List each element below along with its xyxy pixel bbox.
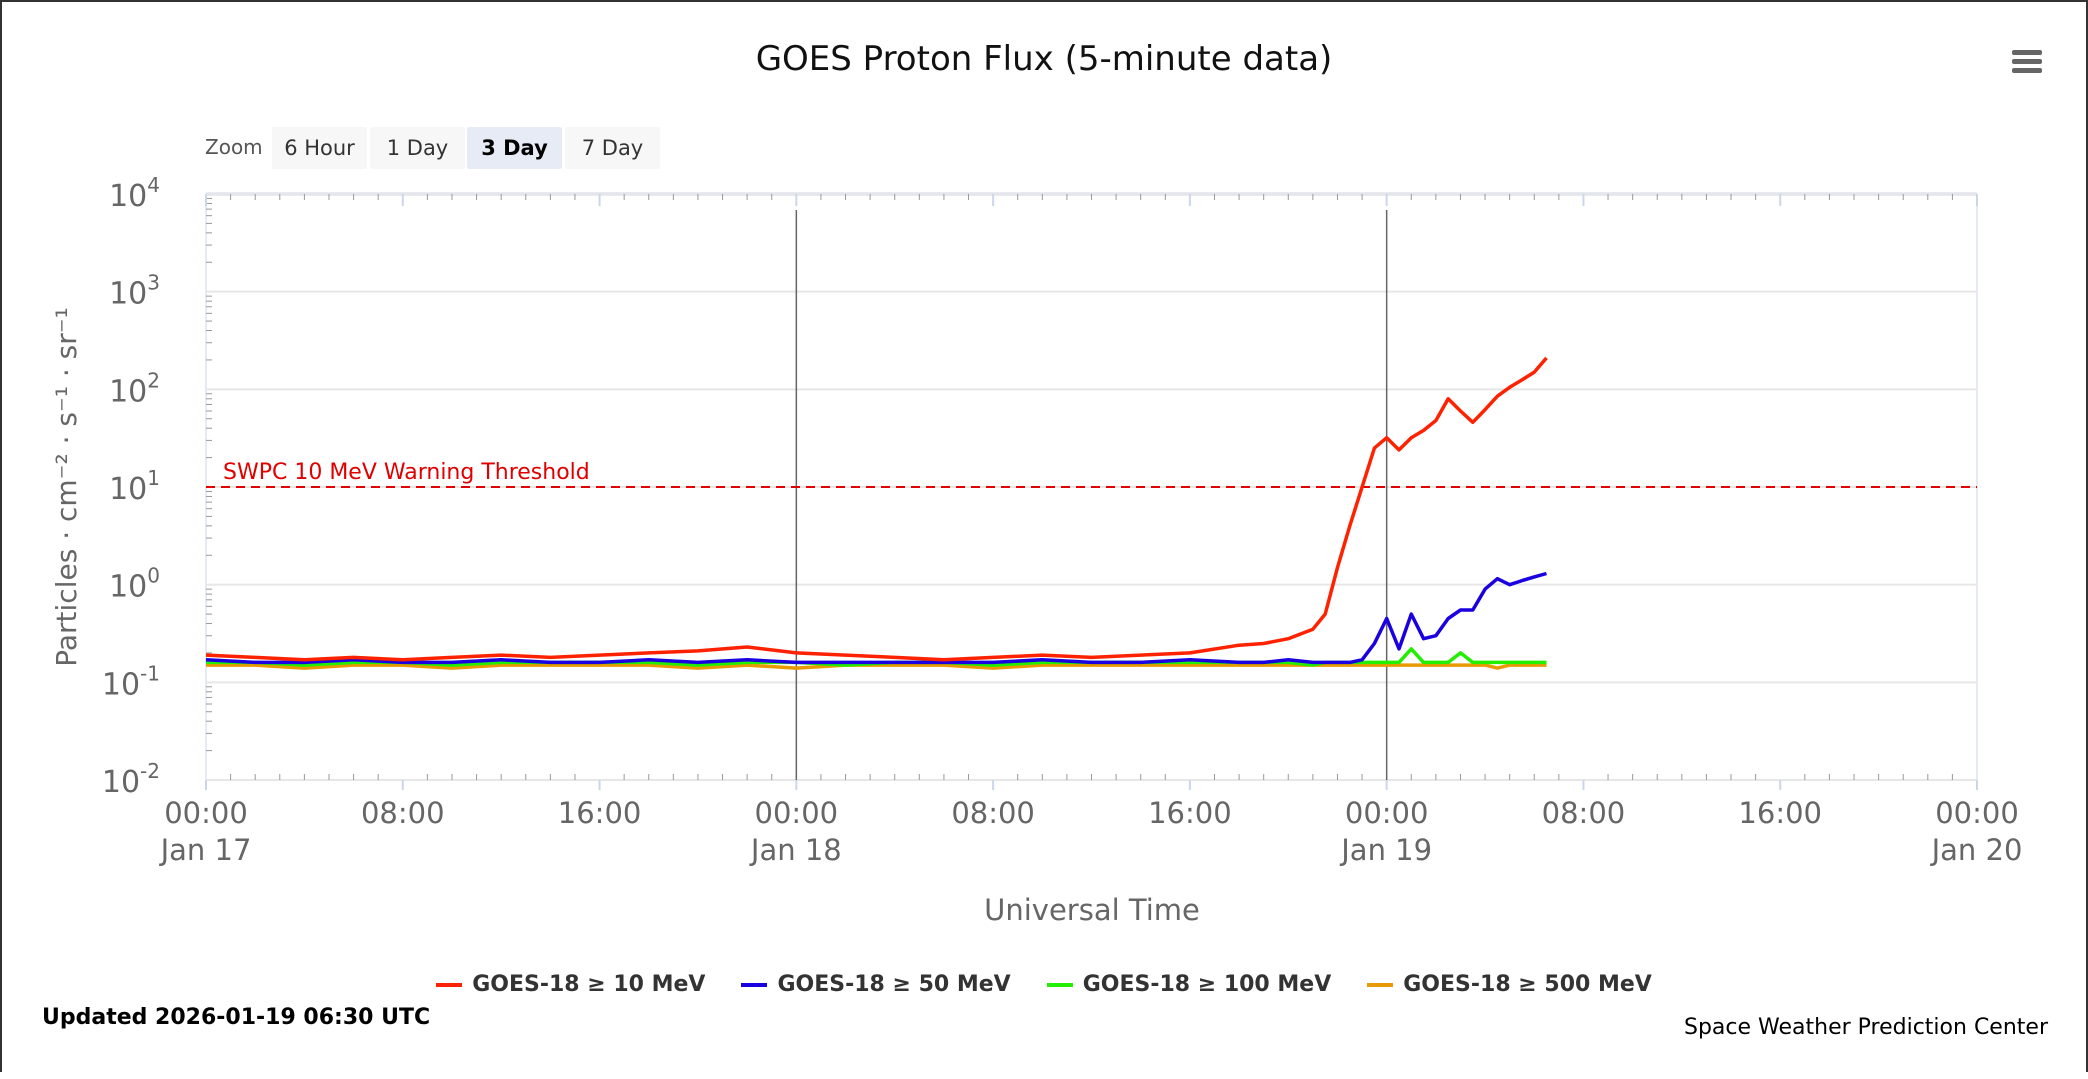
series-line-3 [206,663,1547,670]
x-tick-date: Jan 18 [749,833,842,867]
x-axis-label: Universal Time [984,893,1200,927]
hamburger-menu-icon[interactable] [2012,50,2042,76]
x-tick-time: 16:00 [1148,796,1232,830]
zoom-6-hour-button[interactable]: 6 Hour [272,127,367,169]
x-tick-time: 00:00 [1345,796,1429,830]
y-tick-label: 103 [109,271,160,312]
x-tick-time: 00:00 [1935,796,2019,830]
legend-label: GOES-18 ≥ 10 MeV [472,972,706,997]
y-tick-label: 100 [109,564,160,605]
x-tick-date: Jan 17 [159,833,252,867]
zoom-3-day-button[interactable]: 3 Day [467,127,562,169]
y-tick-label: 104 [109,173,160,214]
y-axis-label: Particles · cm⁻² · s⁻¹ · sr⁻¹ [50,307,83,667]
updated-timestamp: Updated 2026-01-19 06:30 UTC [42,1005,431,1030]
legend-swatch [1046,982,1073,987]
legend-item-10mev[interactable]: GOES-18 ≥ 10 MeV [436,972,705,997]
legend: GOES-18 ≥ 10 MeV GOES-18 ≥ 50 MeV GOES-1… [0,972,2088,997]
legend-label: GOES-18 ≥ 100 MeV [1082,972,1332,997]
x-tick-time: 08:00 [1542,796,1626,830]
zoom-label: Zoom [205,135,263,159]
zoom-1-day-button[interactable]: 1 Day [370,127,465,169]
series-line-1 [205,571,1547,665]
x-tick-time: 16:00 [1738,796,1822,830]
zoom-7-day-button[interactable]: 7 Day [565,127,660,169]
legend-swatch [436,982,463,987]
y-tick-label: 10-1 [102,661,160,702]
legend-item-500mev[interactable]: GOES-18 ≥ 500 MeV [1367,972,1652,997]
legend-label: GOES-18 ≥ 50 MeV [777,972,1011,997]
x-tick-time: 00:00 [755,796,839,830]
legend-item-100mev[interactable]: GOES-18 ≥ 100 MeV [1046,972,1332,997]
legend-item-50mev[interactable]: GOES-18 ≥ 50 MeV [741,972,1011,997]
credits[interactable]: Space Weather Prediction Center [1684,1015,2048,1040]
y-tick-label: 10-2 [102,759,160,800]
warning-threshold-label: SWPC 10 MeV Warning Threshold [223,460,590,485]
x-tick-date: Jan 19 [1339,833,1432,867]
x-tick-time: 08:00 [951,796,1035,830]
legend-label: GOES-18 ≥ 500 MeV [1403,972,1652,997]
x-tick-time: 08:00 [361,796,445,830]
y-tick-label: 102 [109,368,160,409]
y-tick-label: 101 [109,466,160,507]
series-line-0 [205,356,1548,662]
legend-swatch [1367,982,1394,987]
legend-swatch [741,982,768,987]
x-tick-date: Jan 20 [1930,833,2023,867]
chart-title: GOES Proton Flux (5-minute data) [756,39,1333,79]
x-tick-time: 00:00 [164,796,248,830]
x-tick-time: 16:00 [558,796,642,830]
